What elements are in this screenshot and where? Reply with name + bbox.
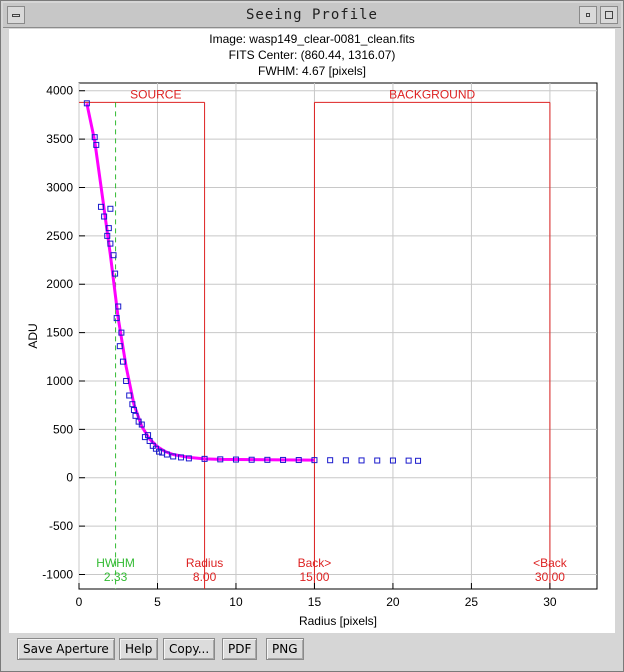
title-bar[interactable]: Seeing Profile: [3, 3, 621, 28]
data-point: [130, 407, 137, 414]
data-point: [105, 225, 112, 232]
button-bar: Save Aperture Help Copy... PDF PNG: [9, 635, 615, 665]
data-point: [101, 213, 108, 220]
y-axis-label: ADU: [26, 323, 40, 348]
x-tick-label: 10: [229, 595, 243, 609]
region-label: SOURCE: [130, 87, 181, 101]
window-title: Seeing Profile: [245, 7, 378, 23]
data-point: [123, 377, 130, 384]
data-point: [132, 412, 139, 419]
y-tick-label: 4000: [46, 84, 73, 98]
png-button[interactable]: PNG: [266, 638, 304, 660]
maximize-icon: [605, 11, 613, 19]
fit-curve: [85, 102, 315, 462]
seeing-profile-chart: Image: wasp149_clear-0081_clean.fits FITS…: [26, 32, 598, 628]
chart-title-line: Image: wasp149_clear-0081_clean.fits: [209, 32, 414, 46]
maximize-button[interactable]: [600, 6, 618, 24]
data-point: [248, 456, 255, 463]
data-point: [358, 457, 365, 464]
x-tick-label: 15: [308, 595, 322, 609]
copy-button[interactable]: Copy...: [163, 638, 216, 660]
x-tick-label: 30: [543, 595, 557, 609]
data-point: [145, 432, 152, 439]
y-tick-label: 3500: [46, 132, 73, 146]
y-tick-label: 1500: [46, 326, 73, 340]
data-point: [185, 455, 192, 462]
data-point: [119, 358, 126, 365]
data-point: [118, 329, 125, 336]
data-point: [113, 315, 120, 322]
x-tick-label: 0: [76, 595, 83, 609]
save-aperture-button[interactable]: Save Aperture: [17, 638, 115, 660]
y-tick-label: 0: [66, 471, 73, 485]
data-point: [178, 454, 185, 461]
data-point: [374, 457, 381, 464]
minimize-button[interactable]: [579, 6, 597, 24]
data-point: [217, 456, 224, 463]
y-tick-label: 1000: [46, 374, 73, 388]
data-point: [201, 455, 208, 462]
marker-value: 30.00: [535, 570, 565, 584]
y-tick-label: 500: [53, 422, 73, 436]
data-point: [280, 456, 287, 463]
plot-area: Image: wasp149_clear-0081_clean.fits FITS…: [9, 29, 615, 633]
window-menu-button[interactable]: [7, 6, 25, 24]
window-menu-icon: [12, 14, 20, 17]
marker-label: <Back: [533, 556, 568, 570]
data-point: [405, 457, 412, 464]
data-point: [141, 434, 148, 441]
data-point: [116, 343, 123, 350]
data-point: [93, 141, 100, 148]
marker-value: 2.33: [104, 570, 128, 584]
data-point: [115, 303, 122, 310]
data-point: [311, 457, 318, 464]
marker-label: Radius: [186, 556, 223, 570]
data-point: [83, 100, 90, 107]
marker-value: 8.00: [193, 570, 217, 584]
x-tick-label: 25: [465, 595, 479, 609]
data-point: [126, 392, 133, 399]
data-point: [232, 456, 239, 463]
marker-value: 15.00: [299, 570, 329, 584]
y-tick-label: -1000: [42, 567, 73, 581]
data-point: [170, 453, 177, 460]
y-tick-label: -500: [49, 519, 73, 533]
data-point: [389, 457, 396, 464]
region-label: BACKGROUND: [389, 87, 475, 101]
data-point: [107, 205, 114, 212]
minimize-icon: [586, 13, 590, 17]
y-tick-label: 2000: [46, 277, 73, 291]
plot-frame: [78, 82, 598, 590]
data-point: [146, 437, 153, 444]
help-button[interactable]: Help: [119, 638, 159, 660]
marker-label: HWHM: [96, 556, 135, 570]
data-point: [415, 457, 422, 464]
data-point: [163, 451, 170, 458]
data-point: [91, 134, 98, 141]
data-point: [112, 270, 119, 277]
data-point: [327, 457, 334, 464]
chart-title-line: FWHM: 4.67 [pixels]: [258, 64, 366, 78]
data-point: [295, 457, 302, 464]
data-point: [110, 252, 117, 259]
y-tick-label: 2500: [46, 229, 73, 243]
data-point: [107, 240, 114, 247]
data-point: [156, 448, 163, 455]
data-point: [97, 203, 104, 210]
data-point: [129, 401, 136, 408]
pdf-button[interactable]: PDF: [222, 638, 258, 660]
x-tick-label: 5: [154, 595, 161, 609]
data-point: [264, 456, 271, 463]
data-point: [138, 421, 145, 428]
y-tick-label: 3000: [46, 180, 73, 194]
x-axis-label: Radius [pixels]: [299, 614, 377, 628]
data-point: [342, 457, 349, 464]
chart-title-line: FITS Center: (860.44, 1316.07): [229, 48, 396, 62]
data-point: [104, 232, 111, 239]
marker-label: Back>: [298, 556, 332, 570]
x-tick-label: 20: [386, 595, 400, 609]
